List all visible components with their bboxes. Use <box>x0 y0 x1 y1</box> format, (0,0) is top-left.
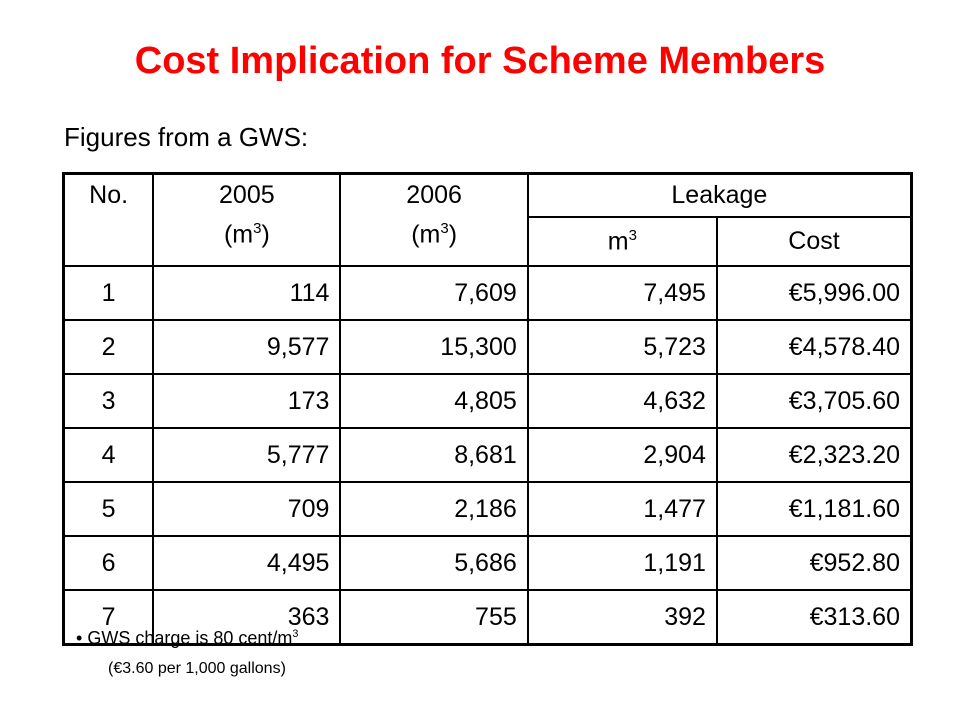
cell-leakage-cost: €952.80 <box>715 535 913 591</box>
cell-leakage-m3: 1,191 <box>526 535 718 591</box>
cell-2006: 4,805 <box>339 373 529 429</box>
cell-leakage-m3: 7,495 <box>526 265 718 321</box>
charge-text: GWS charge is 80 cent/m <box>87 628 293 648</box>
cell-2006: 755 <box>339 589 529 646</box>
cell-2005: 5,777 <box>152 427 342 483</box>
leakage-table: No. 2005 (m3) 2006 (m3) Leakage m3 Cost … <box>62 172 913 646</box>
cell-no: 1 <box>62 265 155 321</box>
cell-leakage-m3: 1,477 <box>526 481 718 537</box>
cell-2005: 363 <box>152 589 342 646</box>
cell-2005: 9,577 <box>152 319 342 375</box>
cell-2006: 15,300 <box>339 319 529 375</box>
header-2005: 2005 (m3) <box>152 172 342 267</box>
header-2005-unit: (m3) <box>223 220 270 249</box>
cell-leakage-cost: €1,181.60 <box>715 481 913 537</box>
cell-2006: 8,681 <box>339 427 529 483</box>
cell-2005: 173 <box>152 373 342 429</box>
table-row: 3 173 4,805 4,632 €3,705.60 <box>62 373 913 429</box>
cell-leakage-cost: €313.60 <box>715 589 913 646</box>
table-row: 5 709 2,186 1,477 €1,181.60 <box>62 481 913 537</box>
cell-leakage-m3: 392 <box>526 589 718 646</box>
cell-no: 2 <box>62 319 155 375</box>
header-leakage-cost: Cost <box>715 216 913 267</box>
table-row: 7 363 755 392 €313.60 <box>62 589 913 646</box>
cell-2005: 114 <box>152 265 342 321</box>
table-row: 1 114 7,609 7,495 €5,996.00 <box>62 265 913 321</box>
cell-2005: 709 <box>152 481 342 537</box>
cell-leakage-cost: €5,996.00 <box>715 265 913 321</box>
cell-leakage-m3: 4,632 <box>526 373 718 429</box>
cell-no: 3 <box>62 373 155 429</box>
header-2006-unit: (m3) <box>411 220 458 249</box>
cell-2006: 7,609 <box>339 265 529 321</box>
bullet: • <box>76 628 83 648</box>
cell-no: 6 <box>62 535 155 591</box>
table-row: 4 5,777 8,681 2,904 €2,323.20 <box>62 427 913 483</box>
slide-title: Cost Implication for Scheme Members <box>134 40 826 82</box>
cell-leakage-cost: €3,705.60 <box>715 373 913 429</box>
subtitle: Figures from a GWS: <box>64 122 309 152</box>
table-row: 2 9,577 15,300 5,723 €4,578.40 <box>62 319 913 375</box>
cell-leakage-cost: €2,323.20 <box>715 427 913 483</box>
cell-leakage-m3: 2,904 <box>526 427 718 483</box>
cell-leakage-m3: 5,723 <box>526 319 718 375</box>
charge-note: • GWS charge is 80 cent/m3 <box>76 628 298 649</box>
cell-2005: 4,495 <box>152 535 342 591</box>
header-2006-label: 2006 <box>406 181 462 209</box>
header-leakage-m3: m3 <box>526 216 718 267</box>
gallons-note: (€3.60 per 1,000 gallons) <box>108 660 286 677</box>
header-2006: 2006 (m3) <box>339 172 529 267</box>
header-no: No. <box>62 172 155 267</box>
cell-2006: 2,186 <box>339 481 529 537</box>
cell-no: 5 <box>62 481 155 537</box>
header-2005-label: 2005 <box>219 181 275 209</box>
header-leakage: Leakage <box>526 172 913 218</box>
cell-2006: 5,686 <box>339 535 529 591</box>
charge-sup: 3 <box>292 628 299 640</box>
table-body: 1 114 7,609 7,495 €5,996.00 2 9,577 15,300 5,723… <box>62 265 913 646</box>
cell-leakage-cost: €4,578.40 <box>715 319 913 375</box>
cell-no: 4 <box>62 427 155 483</box>
table-row: 6 4,495 5,686 1,191 €952.80 <box>62 535 913 591</box>
cell-no: 7 <box>62 589 155 646</box>
